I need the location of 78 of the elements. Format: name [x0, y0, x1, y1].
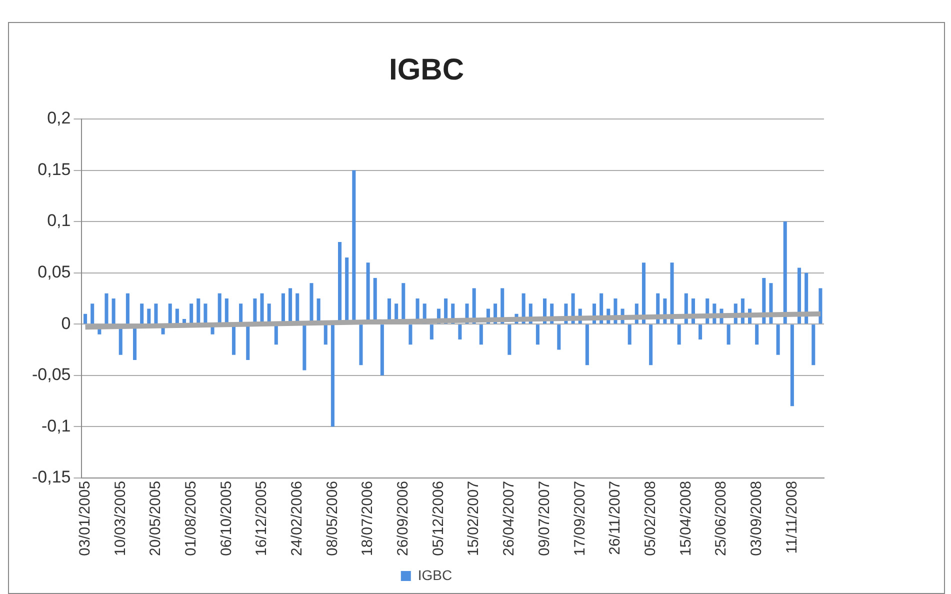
bar [168, 304, 172, 324]
bar [649, 324, 653, 366]
bar [698, 324, 702, 340]
x-tick-label: 26/04/2007 [500, 480, 518, 556]
bar [126, 293, 130, 324]
bar [218, 293, 222, 324]
bar [359, 324, 363, 366]
bar [239, 304, 243, 324]
x-tick-label: 01/08/2005 [182, 480, 200, 556]
y-tick-label: 0,05 [38, 262, 71, 282]
bar [458, 324, 462, 340]
bar [818, 288, 822, 324]
x-tick-label: 10/03/2005 [112, 480, 129, 556]
x-tick-label: 15/04/2008 [677, 480, 694, 556]
bar [642, 262, 646, 324]
bar [557, 324, 561, 350]
x-tick-label: 05/12/2006 [430, 480, 447, 556]
x-tick-label: 26/11/2007 [606, 480, 624, 555]
bar [196, 298, 200, 324]
bar [783, 222, 787, 324]
bar [755, 324, 759, 345]
y-tick-label: 0,2 [47, 108, 71, 128]
bar [430, 324, 434, 340]
y-tick-label: 0,15 [38, 160, 71, 179]
bar [628, 324, 632, 345]
bar [670, 262, 674, 324]
bar [302, 324, 306, 370]
bar [246, 324, 250, 360]
bar [104, 293, 108, 324]
x-tick-label: 15/02/2007 [465, 480, 482, 556]
y-tick-label: -0,1 [41, 416, 71, 436]
bar [330, 324, 334, 427]
bar [790, 324, 794, 406]
bar [154, 304, 158, 324]
x-tick-label: 24/02/2006 [288, 480, 306, 556]
x-tick-label: 17/09/2007 [571, 480, 588, 556]
bar [190, 304, 194, 324]
x-tick-label: 05/02/2008 [642, 480, 659, 556]
bar [380, 324, 384, 376]
x-tick-label: 20/05/2005 [147, 480, 164, 556]
x-tick-label: 18/07/2006 [359, 480, 376, 556]
x-tick-label: 26/09/2006 [394, 480, 412, 556]
chart-title: IGBC [389, 53, 464, 86]
bar [253, 298, 257, 324]
x-tick-label: 16/12/2005 [253, 480, 270, 556]
legend-label: IGBC [418, 566, 452, 583]
bar [147, 308, 151, 324]
x-tick-label: 11/11/2008 [783, 480, 800, 554]
y-tick-label: -0,05 [32, 365, 71, 384]
bar [585, 324, 589, 366]
bar [776, 324, 780, 355]
bar [232, 324, 236, 355]
y-tick-label: -0,15 [32, 468, 71, 487]
x-tick-label: 09/07/2007 [536, 480, 553, 556]
bar [112, 298, 116, 324]
x-tick-label: 25/06/2008 [712, 480, 730, 556]
bar [274, 324, 278, 345]
bar [140, 304, 144, 324]
bar [508, 324, 512, 355]
bar [677, 324, 681, 345]
bar [324, 324, 328, 345]
y-tick-label: 0,1 [47, 211, 71, 230]
y-tick-label: 0 [61, 314, 71, 333]
x-tick-label: 06/10/2005 [218, 480, 235, 556]
bar [84, 314, 88, 324]
bar [726, 324, 730, 345]
bar [797, 268, 802, 324]
x-tick-label: 03/09/2008 [748, 480, 765, 556]
bar [536, 324, 540, 345]
x-tick-label: 08/05/2006 [324, 480, 341, 556]
x-tick-label: 03/01/2005 [76, 480, 94, 556]
bar [175, 308, 179, 324]
bar [408, 324, 412, 345]
bar [90, 304, 94, 324]
bar [204, 304, 208, 324]
bar [224, 298, 228, 324]
bar [812, 324, 816, 366]
bar [479, 324, 483, 345]
